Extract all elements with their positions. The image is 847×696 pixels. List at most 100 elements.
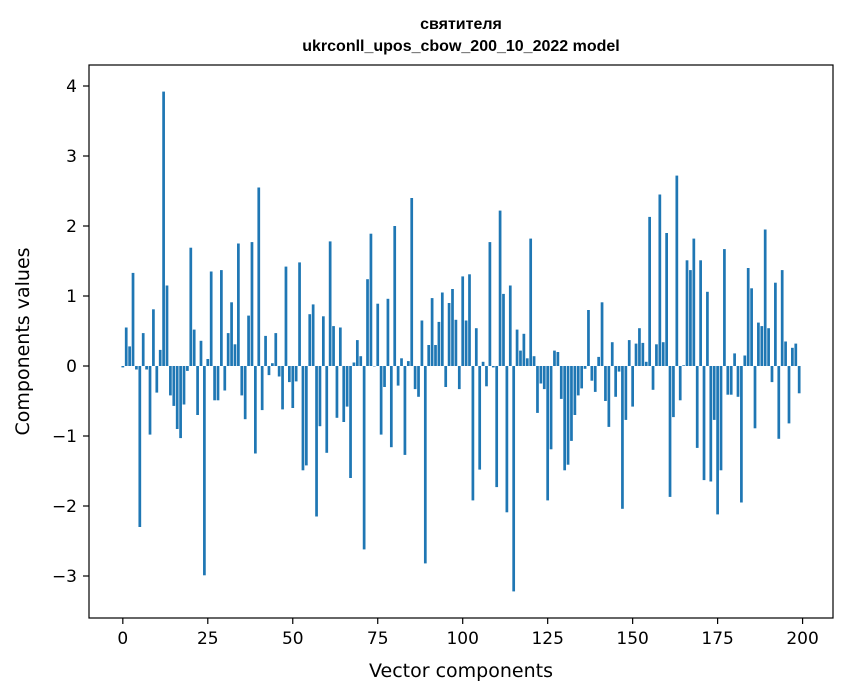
bar — [444, 366, 448, 387]
bar — [209, 271, 213, 366]
bar — [138, 366, 142, 527]
bar — [536, 366, 539, 413]
bar — [522, 333, 526, 366]
bar — [641, 342, 645, 366]
bar — [318, 366, 322, 427]
bar — [481, 361, 485, 366]
bar — [587, 310, 590, 366]
bar — [563, 366, 567, 471]
bar — [196, 366, 199, 415]
bar — [614, 366, 618, 397]
bar — [736, 366, 740, 397]
bar — [264, 335, 267, 366]
bar — [644, 361, 648, 366]
bar — [634, 343, 638, 366]
bar — [389, 366, 393, 448]
bar — [498, 210, 502, 366]
bar — [396, 366, 400, 386]
bar — [784, 341, 787, 366]
bar — [638, 328, 641, 366]
bar — [213, 366, 216, 401]
bar — [152, 309, 155, 366]
bar — [726, 366, 730, 395]
bar — [434, 345, 437, 366]
bar — [672, 366, 675, 418]
bar — [182, 366, 186, 405]
bar — [332, 326, 335, 366]
bar — [148, 366, 152, 435]
bar — [665, 233, 668, 366]
bar — [304, 366, 308, 466]
bar — [491, 366, 495, 368]
bar — [760, 326, 764, 366]
bar — [485, 366, 488, 387]
bar — [413, 366, 417, 390]
bar — [294, 366, 298, 382]
bar — [362, 366, 366, 550]
bar — [607, 366, 611, 427]
bar — [542, 366, 546, 390]
bar — [610, 342, 614, 366]
bar — [308, 314, 312, 366]
bar — [508, 285, 512, 366]
bar — [699, 260, 702, 366]
y-axis-ticks: −3 −2 −1 0 1 2 3 4 — [52, 77, 89, 587]
bar — [338, 327, 342, 366]
x-tick-label: 125 — [531, 629, 563, 649]
bar — [553, 350, 556, 366]
bar — [406, 361, 410, 366]
bar — [352, 362, 356, 366]
bar — [172, 366, 176, 406]
bar — [158, 349, 162, 366]
bar — [237, 243, 240, 366]
bar — [321, 316, 325, 366]
bar — [267, 366, 271, 376]
bar — [250, 242, 254, 366]
bar — [539, 366, 543, 384]
bar — [233, 344, 237, 366]
bar — [223, 366, 227, 391]
x-axis-ticks: 0 25 50 75 100 125 150 175 200 — [117, 618, 819, 649]
bar — [376, 303, 380, 366]
bar — [403, 366, 407, 455]
bar — [787, 366, 791, 424]
bar — [464, 320, 468, 366]
bar — [695, 366, 699, 448]
bar — [515, 329, 519, 366]
bar — [471, 366, 475, 501]
bar — [410, 198, 414, 366]
bar — [165, 285, 169, 366]
bar — [583, 366, 587, 369]
bar — [661, 342, 665, 366]
bar — [451, 289, 454, 366]
x-tick-label: 175 — [701, 629, 733, 649]
bar — [345, 366, 349, 407]
bar — [627, 340, 631, 366]
bar — [281, 366, 284, 410]
bar — [335, 366, 339, 418]
bar — [162, 91, 165, 366]
chart-title: святителя — [420, 16, 502, 33]
bar — [128, 346, 131, 366]
bar — [254, 366, 257, 454]
bar — [328, 241, 332, 366]
bar — [777, 366, 781, 439]
bar — [658, 194, 662, 366]
bar — [502, 293, 505, 366]
bar — [753, 366, 757, 429]
bar — [631, 366, 634, 407]
bar — [400, 358, 403, 366]
bar — [423, 366, 427, 564]
bar — [454, 319, 458, 366]
bar — [226, 333, 230, 366]
x-tick-label: 0 — [117, 629, 128, 649]
bar — [192, 329, 196, 366]
bar — [692, 238, 696, 366]
bar — [716, 366, 719, 515]
bar — [141, 333, 145, 366]
bar — [203, 366, 206, 576]
bar — [546, 366, 550, 501]
bar — [175, 366, 179, 429]
